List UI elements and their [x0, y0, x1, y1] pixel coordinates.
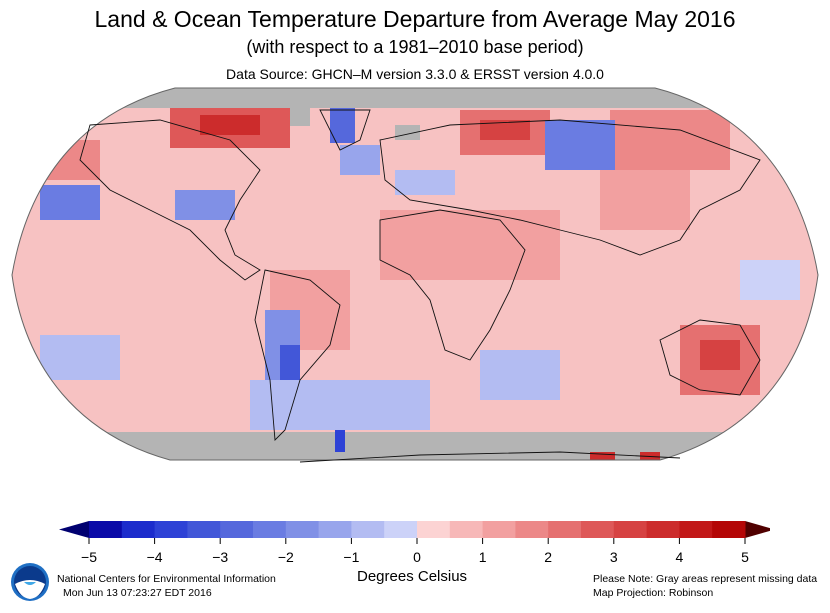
data-source: Data Source: GHCN–M version 3.3.0 & ERSS… [226, 66, 604, 82]
color-bin [679, 521, 713, 538]
color-bin [581, 521, 615, 538]
tick-label: 1 [479, 549, 487, 565]
color-bin [285, 521, 320, 538]
color-bin [318, 521, 352, 538]
color-bin [646, 521, 680, 538]
color-bin [548, 521, 582, 538]
tick-label: 3 [610, 549, 618, 565]
org-name: National Centers for Environmental Infor… [57, 573, 276, 585]
cool-anomalies [40, 108, 800, 452]
over-range-arrow [745, 521, 770, 538]
tick-label: 5 [741, 549, 749, 565]
map-projection: Map Projection: Robinson [593, 587, 714, 599]
color-bin [482, 521, 516, 538]
tick-label: −4 [147, 549, 163, 565]
color-bin [121, 521, 156, 538]
tick-label: 2 [544, 549, 552, 565]
color-bin [515, 521, 549, 538]
warm-anomalies [20, 108, 760, 460]
under-range-arrow [59, 521, 89, 538]
timestamp: Mon Jun 13 07:23:27 EDT 2016 [63, 587, 212, 599]
noaa-logo [11, 563, 49, 601]
map-title: Land & Ocean Temperature Departure from … [94, 6, 736, 32]
color-bin [351, 521, 385, 538]
color-bin [154, 521, 188, 538]
world-map [11, 87, 819, 463]
legend-units: Degrees Celsius [357, 568, 468, 585]
color-bin [253, 521, 287, 538]
tick-label: −2 [278, 549, 294, 565]
color-bin [220, 521, 254, 538]
map-border [11, 87, 819, 461]
color-bin [613, 521, 648, 538]
color-bin [89, 521, 123, 538]
continent-outlines [79, 109, 761, 463]
color-bin [187, 521, 221, 538]
color-bin [449, 521, 484, 538]
tick-label: −5 [81, 549, 97, 565]
tick-label: 0 [413, 549, 421, 565]
color-bin [712, 521, 746, 538]
color-bin [384, 521, 418, 538]
tick-label: −1 [343, 549, 359, 565]
map-subtitle: (with respect to a 1981–2010 base period… [246, 37, 584, 57]
missing-data-note: Please Note: Gray areas represent missin… [593, 573, 818, 585]
color-bar-legend: −5 −4 −3 −2 −1 0 1 2 3 4 5 [59, 521, 770, 565]
tick-label: 4 [676, 549, 684, 565]
tick-label: −3 [212, 549, 228, 565]
color-bin [417, 521, 451, 538]
